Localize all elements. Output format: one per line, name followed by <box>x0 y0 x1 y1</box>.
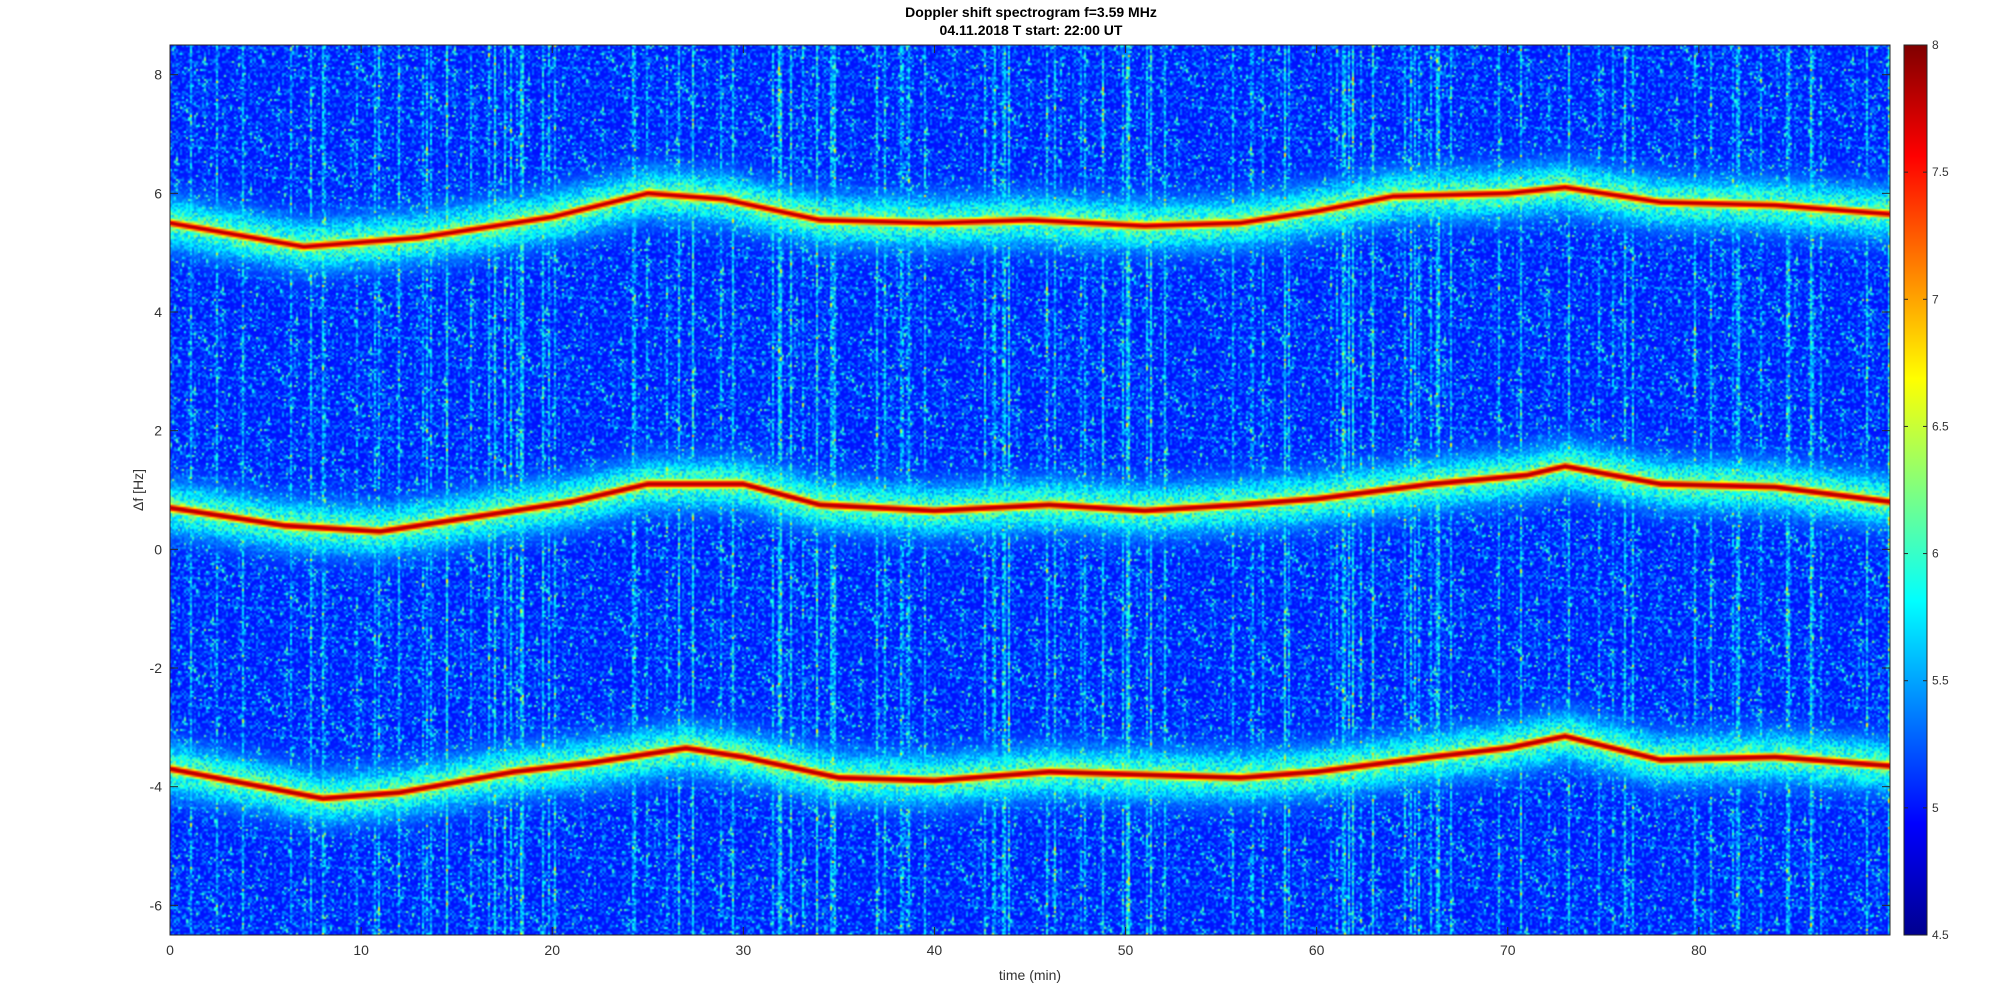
x-tick-label: 30 <box>736 942 752 958</box>
x-tick-label: 0 <box>166 942 174 958</box>
x-tick-label: 50 <box>1118 942 1134 958</box>
trace-line-2 <box>169 465 1891 533</box>
y-axis: -6 -4 -2 0 2 4 6 8 <box>150 67 1890 913</box>
y-axis-label: Δf [Hz] <box>130 469 146 511</box>
plot-frame <box>169 44 1891 936</box>
y-tick-label: -2 <box>150 660 163 676</box>
x-tick-label: 10 <box>353 942 369 958</box>
y-tick-label: 8 <box>154 67 162 83</box>
chart-subtitle: 04.11.2018 T start: 22:00 UT <box>940 22 1123 38</box>
y-tick-label: -6 <box>150 897 163 913</box>
x-axis-label: time (min) <box>999 967 1061 983</box>
colorbar-tick-label: 6 <box>1932 547 1939 561</box>
x-tick-label: 20 <box>544 942 560 958</box>
x-axis: 0 10 20 30 40 50 60 70 80 <box>166 45 1707 958</box>
trace-line-3 <box>169 735 1891 800</box>
colorbar-tick-label: 8 <box>1932 38 1939 52</box>
chart-title: Doppler shift spectrogram f=3.59 MHz <box>905 4 1157 20</box>
spectrogram-plot-area <box>169 44 1891 936</box>
x-tick-label: 40 <box>927 942 943 958</box>
colorbar-tick-label: 7.5 <box>1932 165 1949 179</box>
colorbar-ticks: 4.5 5 5.5 6 6.5 7 7.5 8 <box>1904 38 1949 942</box>
spectrogram-heatmap <box>170 45 1890 935</box>
colorbar-tick-label: 5 <box>1932 801 1939 815</box>
x-tick-label: 60 <box>1309 942 1325 958</box>
y-tick-label: -4 <box>150 779 163 795</box>
x-tick-label: 70 <box>1500 942 1516 958</box>
colorbar-tick-label: 6.5 <box>1932 419 1949 433</box>
trace-line-1 <box>169 186 1891 248</box>
y-tick-label: 0 <box>154 541 162 557</box>
colorbar-tick-label: 4.5 <box>1932 928 1949 942</box>
colorbar-gradient <box>1903 44 1928 936</box>
colorbar-tick-label: 7 <box>1932 292 1939 306</box>
colorbar: 4.5 5 5.5 6 6.5 7 7.5 8 <box>1903 38 1949 942</box>
y-tick-label: 6 <box>154 185 162 201</box>
x-tick-label: 80 <box>1691 942 1707 958</box>
colorbar-tick-label: 5.5 <box>1932 674 1949 688</box>
y-tick-label: 2 <box>154 423 162 439</box>
y-tick-label: 4 <box>154 304 162 320</box>
